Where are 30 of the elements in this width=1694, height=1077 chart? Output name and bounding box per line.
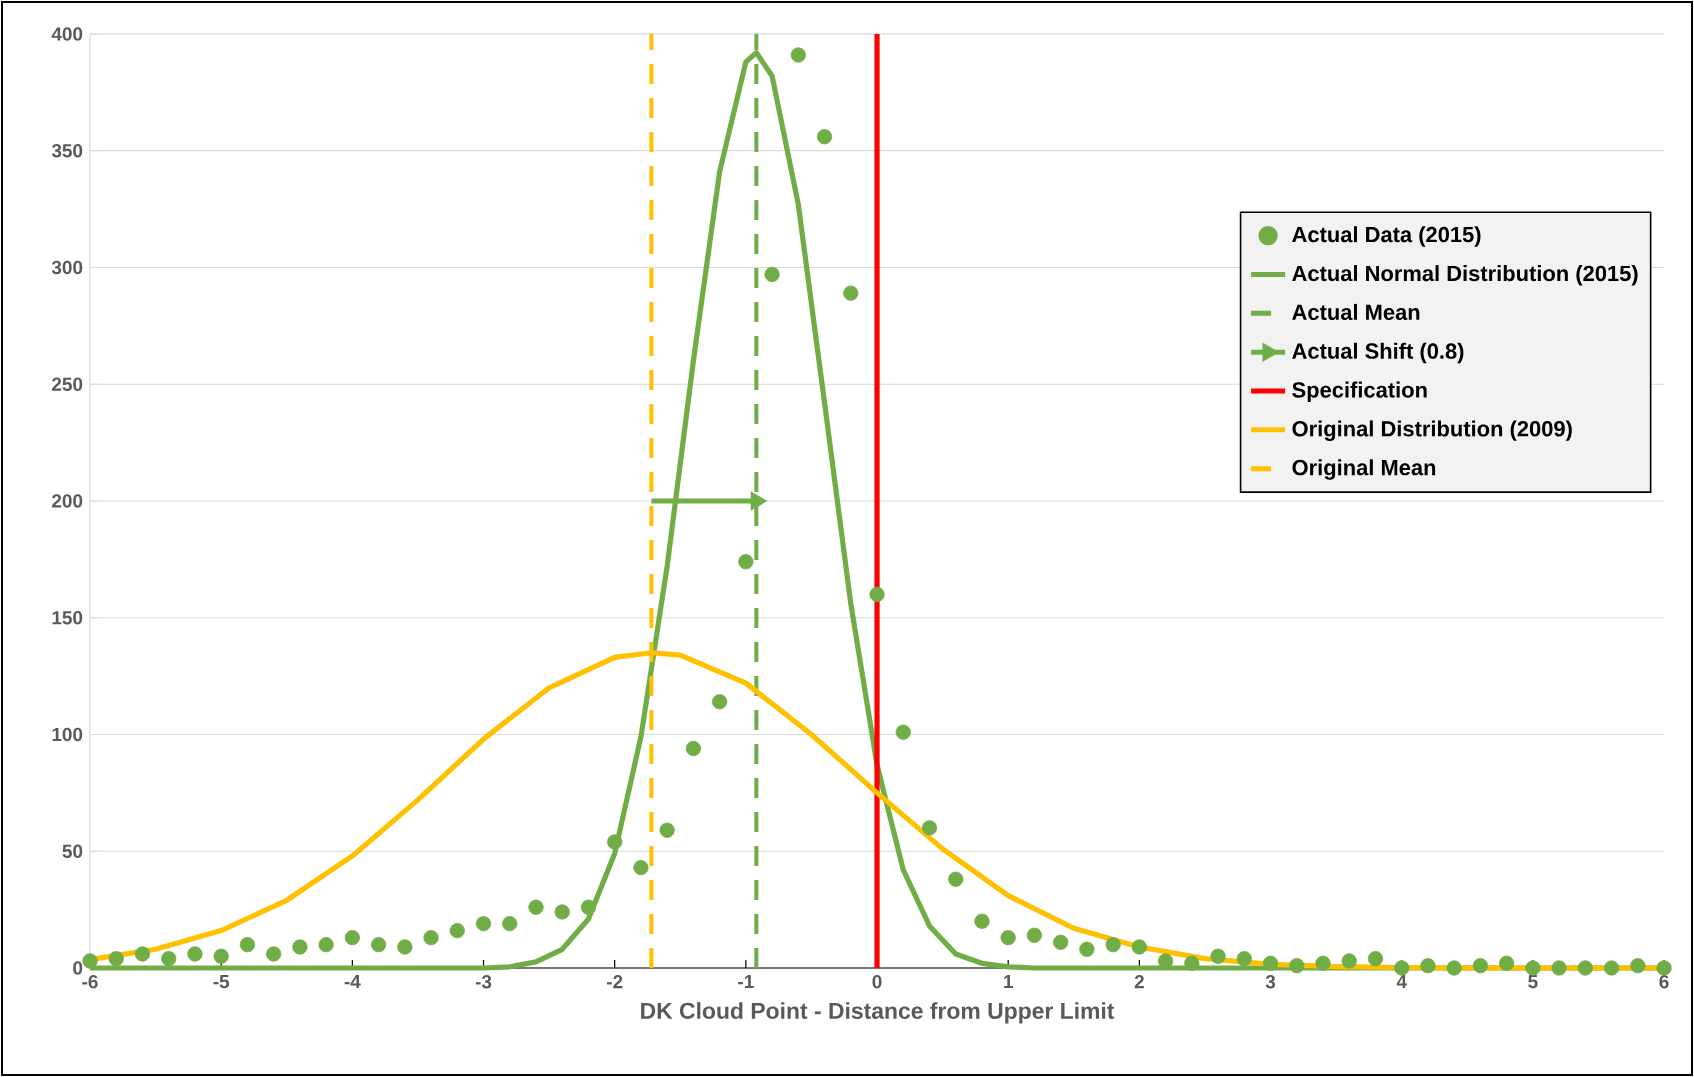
y-tick-label: 350 <box>51 144 83 158</box>
legend-label: Actual Shift (0.8) <box>1292 342 1464 364</box>
x-tick-label: -4 <box>344 975 361 989</box>
x-tick-label: 2 <box>1134 975 1144 989</box>
x-tick-label: 1 <box>1004 975 1013 989</box>
y-tick-label: 400 <box>51 27 83 41</box>
y-tick-label: 300 <box>51 260 83 275</box>
x-tick-label: 4 <box>1396 975 1407 989</box>
x-tick-label: -2 <box>607 975 623 989</box>
x-tick-label: 5 <box>1528 975 1538 989</box>
legend-label: Original Mean <box>1292 459 1436 480</box>
y-tick-label: 0 <box>73 961 83 975</box>
legend-label: Actual Mean <box>1292 303 1420 321</box>
x-tick-label: 0 <box>872 975 882 989</box>
x-tick-label: -1 <box>738 975 754 989</box>
legend-label: Specification <box>1292 381 1427 402</box>
y-tick-label: 250 <box>52 377 83 391</box>
x-axis-title: DK Cloud Point - Distance from Upper Limit <box>641 1002 1115 1024</box>
legend-label: Original Distribution (2009) <box>1292 420 1572 441</box>
x-tick-label: 6 <box>1659 975 1669 989</box>
y-tick-label: 50 <box>62 844 83 858</box>
x-tick-label: 3 <box>1265 975 1276 989</box>
x-tick-label: -3 <box>475 975 492 989</box>
legend-label: Actual Data (2015) <box>1292 226 1481 247</box>
y-tick-label: 150 <box>52 611 83 625</box>
y-tick-label: 200 <box>52 494 83 508</box>
y-tick-label: 100 <box>52 727 83 742</box>
x-tick-label: -5 <box>213 975 230 989</box>
legend-label: Actual Normal Distribution (2015) <box>1292 265 1638 286</box>
x-tick-label: -6 <box>82 975 98 989</box>
